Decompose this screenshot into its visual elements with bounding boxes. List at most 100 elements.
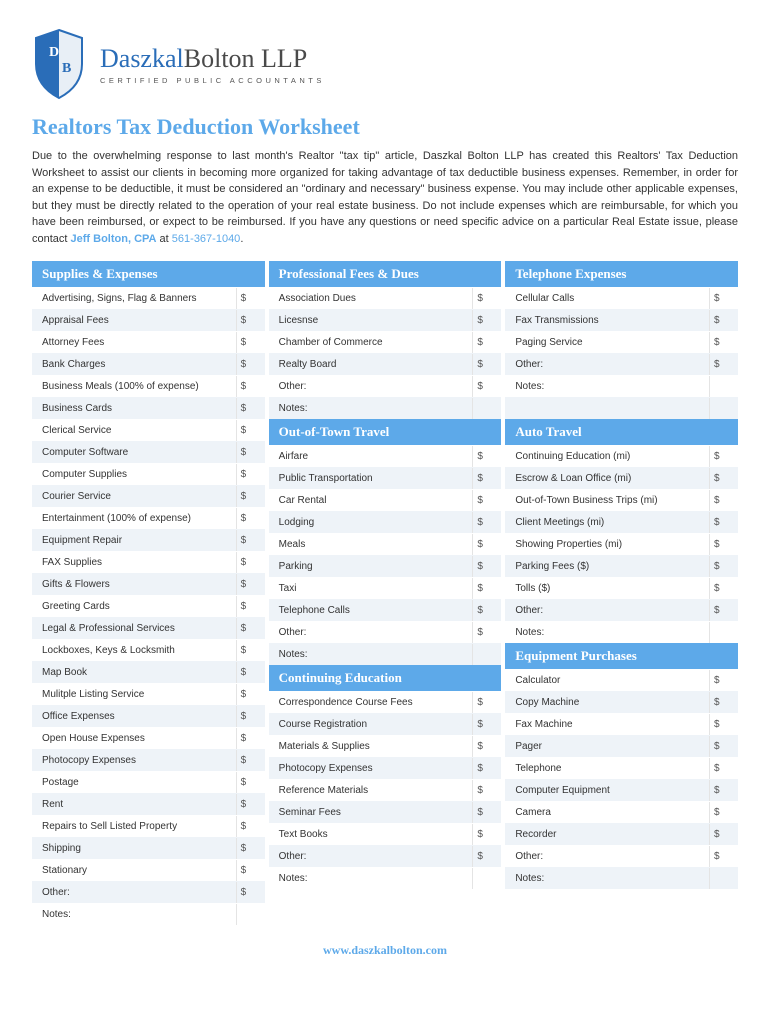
row-label: Camera — [505, 802, 710, 823]
row-amount[interactable]: $ — [473, 332, 501, 353]
row-label: Recorder — [505, 824, 710, 845]
row-amount[interactable] — [237, 909, 265, 919]
row-amount[interactable]: $ — [710, 692, 738, 713]
row-amount[interactable]: $ — [710, 780, 738, 801]
row-label — [505, 398, 710, 419]
row-amount[interactable]: $ — [710, 670, 738, 691]
row-amount[interactable] — [710, 381, 738, 391]
row-amount[interactable]: $ — [710, 288, 738, 309]
row-amount[interactable]: $ — [237, 398, 265, 419]
row-amount[interactable]: $ — [237, 662, 265, 683]
row-amount[interactable]: $ — [710, 534, 738, 555]
row-amount[interactable]: $ — [237, 420, 265, 441]
row-amount[interactable]: $ — [710, 578, 738, 599]
row-amount[interactable]: $ — [473, 780, 501, 801]
row-label: Gifts & Flowers — [32, 574, 237, 595]
row-amount[interactable]: $ — [237, 486, 265, 507]
row-label: Licesnse — [269, 310, 474, 331]
row-amount[interactable]: $ — [473, 534, 501, 555]
row-amount[interactable]: $ — [473, 846, 501, 867]
row-label: Telephone — [505, 758, 710, 779]
row-amount[interactable] — [473, 403, 501, 413]
row-amount[interactable]: $ — [473, 622, 501, 643]
row-amount[interactable]: $ — [710, 556, 738, 577]
row-label: Computer Supplies — [32, 464, 237, 485]
row-amount[interactable]: $ — [710, 354, 738, 375]
row-amount[interactable]: $ — [237, 464, 265, 485]
row-amount[interactable]: $ — [237, 332, 265, 353]
row-amount[interactable]: $ — [473, 758, 501, 779]
row-amount[interactable]: $ — [237, 618, 265, 639]
row-amount[interactable]: $ — [237, 354, 265, 375]
row-amount[interactable]: $ — [710, 824, 738, 845]
row-label: Parking Fees ($) — [505, 556, 710, 577]
row-amount[interactable]: $ — [710, 802, 738, 823]
row-amount[interactable] — [710, 873, 738, 883]
row-amount[interactable]: $ — [710, 490, 738, 511]
row-amount[interactable]: $ — [473, 692, 501, 713]
footer-url: www.daszkalbolton.com — [32, 943, 738, 958]
row-amount[interactable]: $ — [237, 288, 265, 309]
row-amount[interactable]: $ — [473, 714, 501, 735]
row-amount[interactable]: $ — [710, 846, 738, 867]
row-amount[interactable]: $ — [473, 288, 501, 309]
row-amount[interactable]: $ — [237, 728, 265, 749]
row-amount[interactable] — [710, 627, 738, 637]
row-amount[interactable]: $ — [710, 736, 738, 757]
row-amount[interactable] — [473, 649, 501, 659]
row-amount[interactable]: $ — [237, 838, 265, 859]
table-row: Legal & Professional Services$ — [32, 617, 265, 639]
row-amount[interactable]: $ — [710, 600, 738, 621]
row-label: Escrow & Loan Office (mi) — [505, 468, 710, 489]
row-amount[interactable]: $ — [237, 508, 265, 529]
row-label: Seminar Fees — [269, 802, 474, 823]
row-amount[interactable]: $ — [473, 824, 501, 845]
row-amount[interactable]: $ — [710, 512, 738, 533]
row-amount[interactable]: $ — [237, 684, 265, 705]
row-amount[interactable]: $ — [237, 596, 265, 617]
row-amount[interactable]: $ — [237, 574, 265, 595]
row-amount[interactable]: $ — [473, 446, 501, 467]
row-amount[interactable]: $ — [237, 816, 265, 837]
row-amount[interactable]: $ — [473, 490, 501, 511]
row-amount[interactable]: $ — [710, 468, 738, 489]
row-amount[interactable]: $ — [473, 736, 501, 757]
table-row: Office Expenses$ — [32, 705, 265, 727]
row-amount[interactable]: $ — [473, 354, 501, 375]
row-amount[interactable]: $ — [473, 512, 501, 533]
row-amount[interactable] — [473, 873, 501, 883]
table-row: Reference Materials$ — [269, 779, 502, 801]
row-amount[interactable]: $ — [237, 860, 265, 881]
row-amount[interactable]: $ — [710, 332, 738, 353]
row-amount[interactable]: $ — [237, 552, 265, 573]
row-amount[interactable]: $ — [237, 750, 265, 771]
contact-phone: 561-367-1040 — [172, 233, 241, 245]
table-row: Postage$ — [32, 771, 265, 793]
row-amount[interactable]: $ — [237, 706, 265, 727]
row-amount[interactable]: $ — [473, 468, 501, 489]
row-amount[interactable]: $ — [237, 442, 265, 463]
row-amount[interactable]: $ — [710, 446, 738, 467]
row-label: Other: — [269, 622, 474, 643]
row-amount[interactable]: $ — [473, 578, 501, 599]
row-amount[interactable]: $ — [237, 310, 265, 331]
row-amount[interactable]: $ — [710, 758, 738, 779]
row-amount[interactable]: $ — [473, 376, 501, 397]
row-amount[interactable]: $ — [237, 794, 265, 815]
row-amount[interactable]: $ — [473, 600, 501, 621]
row-amount[interactable]: $ — [473, 310, 501, 331]
row-label: Mulitple Listing Service — [32, 684, 237, 705]
row-amount[interactable]: $ — [237, 530, 265, 551]
table-row: Licesnse$ — [269, 309, 502, 331]
row-amount[interactable]: $ — [237, 882, 265, 903]
brand-tagline: CERTIFIED PUBLIC ACCOUNTANTS — [100, 76, 325, 85]
row-amount[interactable]: $ — [473, 802, 501, 823]
row-amount[interactable]: $ — [237, 640, 265, 661]
row-amount[interactable]: $ — [473, 556, 501, 577]
row-label: Business Cards — [32, 398, 237, 419]
row-amount[interactable]: $ — [710, 714, 738, 735]
row-label: Other: — [505, 846, 710, 867]
row-amount[interactable]: $ — [237, 376, 265, 397]
row-amount[interactable]: $ — [710, 310, 738, 331]
row-amount[interactable]: $ — [237, 772, 265, 793]
